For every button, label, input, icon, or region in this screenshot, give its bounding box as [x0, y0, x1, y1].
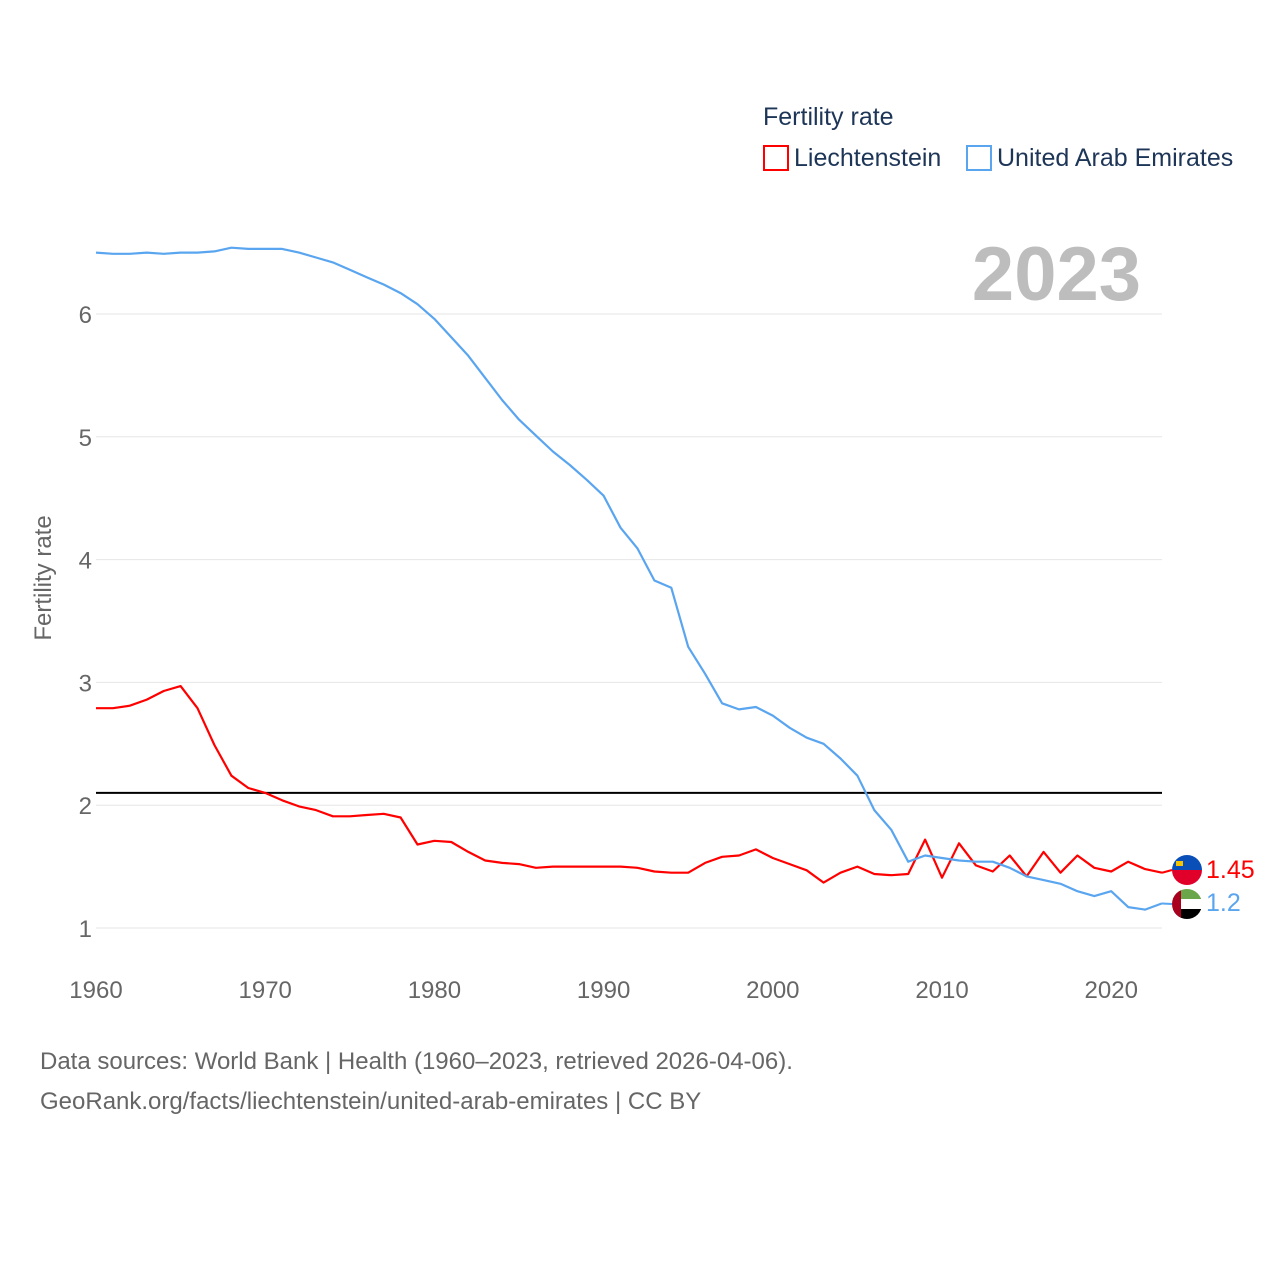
data-source-note: Data sources: World Bank | Health (1960–… [40, 1048, 793, 1075]
liechtenstein-flag-icon [1172, 855, 1202, 885]
legend-label: Liechtenstein [794, 144, 941, 172]
source-link[interactable]: GeoRank.org/facts/liechtenstein/united-a… [40, 1088, 702, 1115]
x-tick-label: 2000 [746, 977, 799, 1004]
legend-item-liechtenstein[interactable]: Liechtenstein [763, 144, 941, 172]
legend-label: United Arab Emirates [997, 144, 1233, 172]
end-connector [1161, 902, 1173, 905]
uae-flag-icon [1172, 889, 1202, 919]
legend-item-uae[interactable]: United Arab Emirates [966, 144, 1233, 172]
legend-title: Fertility rate [763, 103, 894, 131]
x-tick-label: 2020 [1085, 977, 1138, 1004]
end-connector [1161, 869, 1173, 874]
series-line-liechtenstein [96, 684, 1163, 884]
x-tick-label: 1960 [69, 977, 122, 1004]
legend-swatch [966, 145, 992, 171]
y-tick-label: 3 [79, 670, 92, 697]
legend-swatch [763, 145, 789, 171]
x-tick-label: 1970 [239, 977, 292, 1004]
series-line-united-arab-emirates [95, 246, 1163, 911]
footer: Data sources: World Bank | Health (1960–… [40, 1042, 793, 1122]
y-tick-label: 2 [79, 793, 92, 820]
end-label-liechtenstein: 1.45 [1206, 856, 1255, 884]
y-tick-label: 1 [79, 916, 92, 943]
y-tick-label: 4 [79, 548, 92, 575]
y-axis-label: Fertility rate [30, 515, 57, 640]
y-tick-label: 6 [79, 302, 92, 329]
x-tick-label: 1990 [577, 977, 630, 1004]
x-tick-label: 2010 [915, 977, 968, 1004]
x-tick-label: 1980 [408, 977, 461, 1004]
end-label-uae: 1.2 [1206, 889, 1241, 917]
year-label: 2023 [972, 232, 1141, 317]
y-tick-label: 5 [79, 425, 92, 452]
